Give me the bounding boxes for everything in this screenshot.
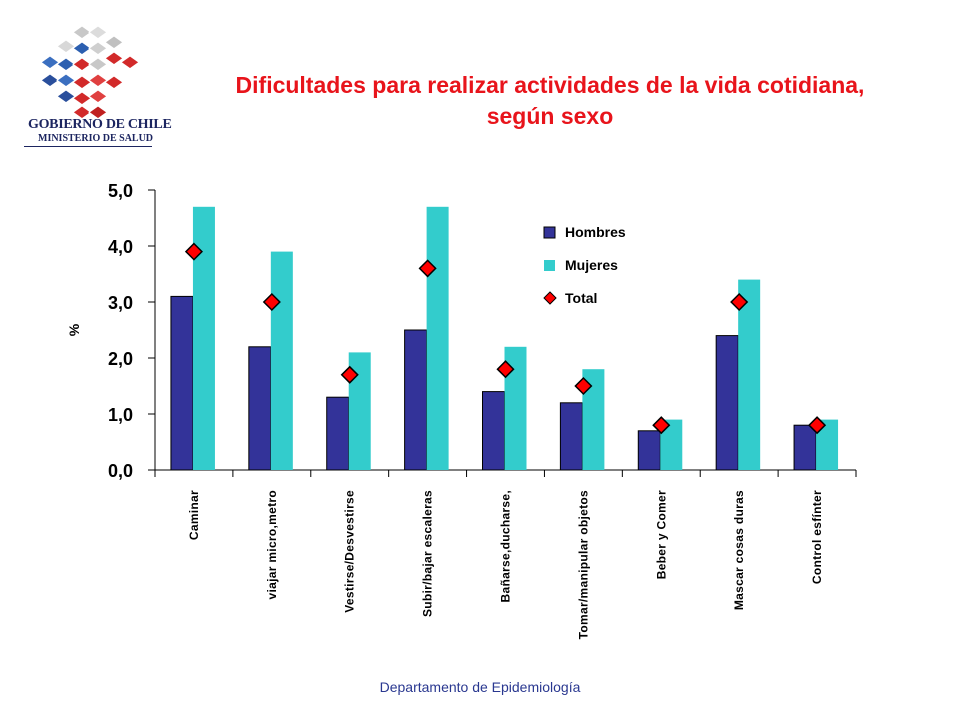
- logo-cube: [40, 73, 60, 88]
- marker-total: [574, 376, 593, 396]
- footer-department: Departamento de Epidemiología: [379, 679, 581, 695]
- x-tick-label: Caminar: [187, 490, 201, 540]
- logo-cube: [56, 57, 76, 72]
- marker-total: [730, 292, 749, 312]
- legend-label-hombres: Hombres: [565, 224, 626, 240]
- y-tick-label: 0,0: [108, 461, 133, 481]
- marker-total: [807, 416, 827, 435]
- logo-underline: [24, 146, 152, 147]
- bar-hombres: [170, 295, 194, 471]
- legend-swatch-total: [543, 291, 557, 305]
- gobierno-de-chile-logo: [40, 25, 140, 120]
- legend-swatch-mujeres: [544, 260, 555, 271]
- marker-total: [340, 365, 359, 384]
- logo-cube: [56, 39, 76, 54]
- x-tick-label: Vestirse/Desvestirse: [343, 490, 357, 613]
- logo-cube: [88, 89, 108, 104]
- bar-hombres: [326, 396, 350, 471]
- logo-cube: [56, 73, 76, 88]
- bar-hombres: [793, 424, 817, 471]
- bar-mujeres: [738, 279, 761, 470]
- logo-cube: [72, 91, 92, 106]
- bar-hombres: [248, 346, 272, 471]
- bar-mujeres: [504, 346, 527, 470]
- marker-total: [496, 360, 515, 379]
- x-tick-label: Bañarse,ducharse,: [499, 490, 513, 603]
- logo-cube: [40, 55, 60, 70]
- logo-cube: [72, 75, 92, 90]
- logo-cube: [104, 75, 124, 90]
- legend-label-mujeres: Mujeres: [565, 257, 618, 273]
- legend-swatch-hombres: [543, 226, 556, 239]
- x-tick-label: Beber y Comer: [654, 490, 668, 579]
- logo-cube: [88, 105, 108, 120]
- y-tick-label: 4,0: [108, 237, 133, 257]
- bar-hombres: [404, 329, 428, 471]
- x-tick-label: Subir/bajar escaleras: [421, 490, 435, 617]
- marker-total: [418, 259, 437, 278]
- logo-cube: [120, 55, 140, 70]
- bar-mujeres: [816, 419, 839, 470]
- logo-cube: [72, 57, 92, 72]
- x-tick-label: viajar micro,metro: [265, 490, 279, 599]
- logo-cube: [104, 35, 124, 50]
- bar-mujeres: [660, 419, 683, 470]
- x-tick-label: Control esfínter: [810, 490, 824, 584]
- bar-hombres: [715, 335, 739, 471]
- marker-total: [184, 242, 204, 261]
- logo-text-ministerio: MINISTERIO DE SALUD: [38, 133, 154, 144]
- logo-text-gobierno: GOBIERNO DE CHILE: [28, 117, 172, 132]
- y-tick-label: 3,0: [108, 293, 133, 313]
- x-tick-label: Mascar cosas duras: [732, 490, 746, 610]
- y-tick-label: 1,0: [108, 405, 133, 425]
- logo-cube: [72, 41, 92, 56]
- logo-cube: [72, 25, 92, 40]
- bar-hombres: [482, 391, 505, 471]
- logo-cube: [56, 89, 76, 104]
- bar-hombres: [559, 402, 583, 471]
- marker-total: [652, 416, 671, 435]
- logo-cube: [72, 105, 92, 120]
- bar-mujeres: [348, 352, 371, 470]
- bar-mujeres: [270, 251, 293, 470]
- y-tick-label: 5,0: [108, 181, 133, 201]
- logo-cube: [88, 25, 108, 40]
- marker-total: [262, 292, 281, 312]
- bar-mujeres: [192, 206, 215, 471]
- logo-cube: [88, 41, 108, 56]
- chart-title: Dificultades para realizar actividades d…: [235, 72, 865, 129]
- bar-mujeres: [426, 206, 449, 471]
- y-tick-label: 2,0: [108, 349, 133, 369]
- bar-hombres: [637, 430, 661, 471]
- y-axis-label: %: [66, 323, 82, 336]
- logo-cube: [104, 51, 124, 66]
- legend-label-total: Total: [565, 290, 597, 306]
- logo-cube: [88, 57, 108, 72]
- logo-cube: [88, 73, 108, 88]
- x-tick-label: Tomar/manipular objetos: [576, 490, 590, 639]
- bar-mujeres: [582, 369, 605, 470]
